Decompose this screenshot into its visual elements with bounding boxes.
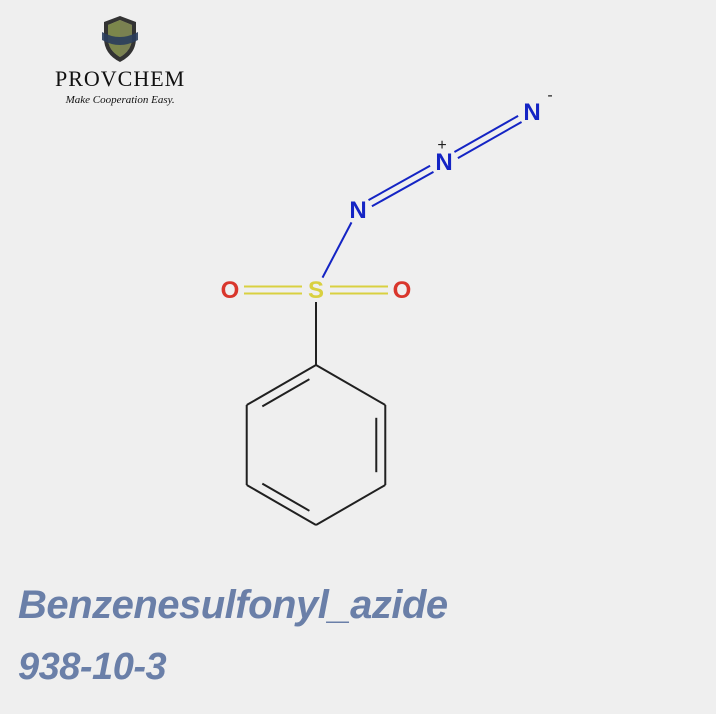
compound-name: Benzenesulfonyl_azide [18,583,448,628]
atom-S: S [308,277,324,304]
chemical-structure: OOSNN+N- [180,80,580,550]
shield-icon [98,14,142,64]
atom-N1: N [349,197,366,224]
svg-text:+: + [437,137,446,154]
structure-svg: OOSNN+N- [180,80,580,550]
brand-tagline: Make Cooperation Easy. [66,94,175,106]
brand-name: PROVCHEM [55,66,185,92]
compound-title-block: Benzenesulfonyl_azide 938-10-3 [18,583,448,689]
svg-text:-: - [547,87,552,104]
atom-O2: O [393,277,412,304]
cas-number: 938-10-3 [18,646,448,689]
atom-N3: N [523,99,540,126]
brand-logo: PROVCHEM Make Cooperation Easy. [55,14,185,106]
atom-O1: O [221,277,240,304]
